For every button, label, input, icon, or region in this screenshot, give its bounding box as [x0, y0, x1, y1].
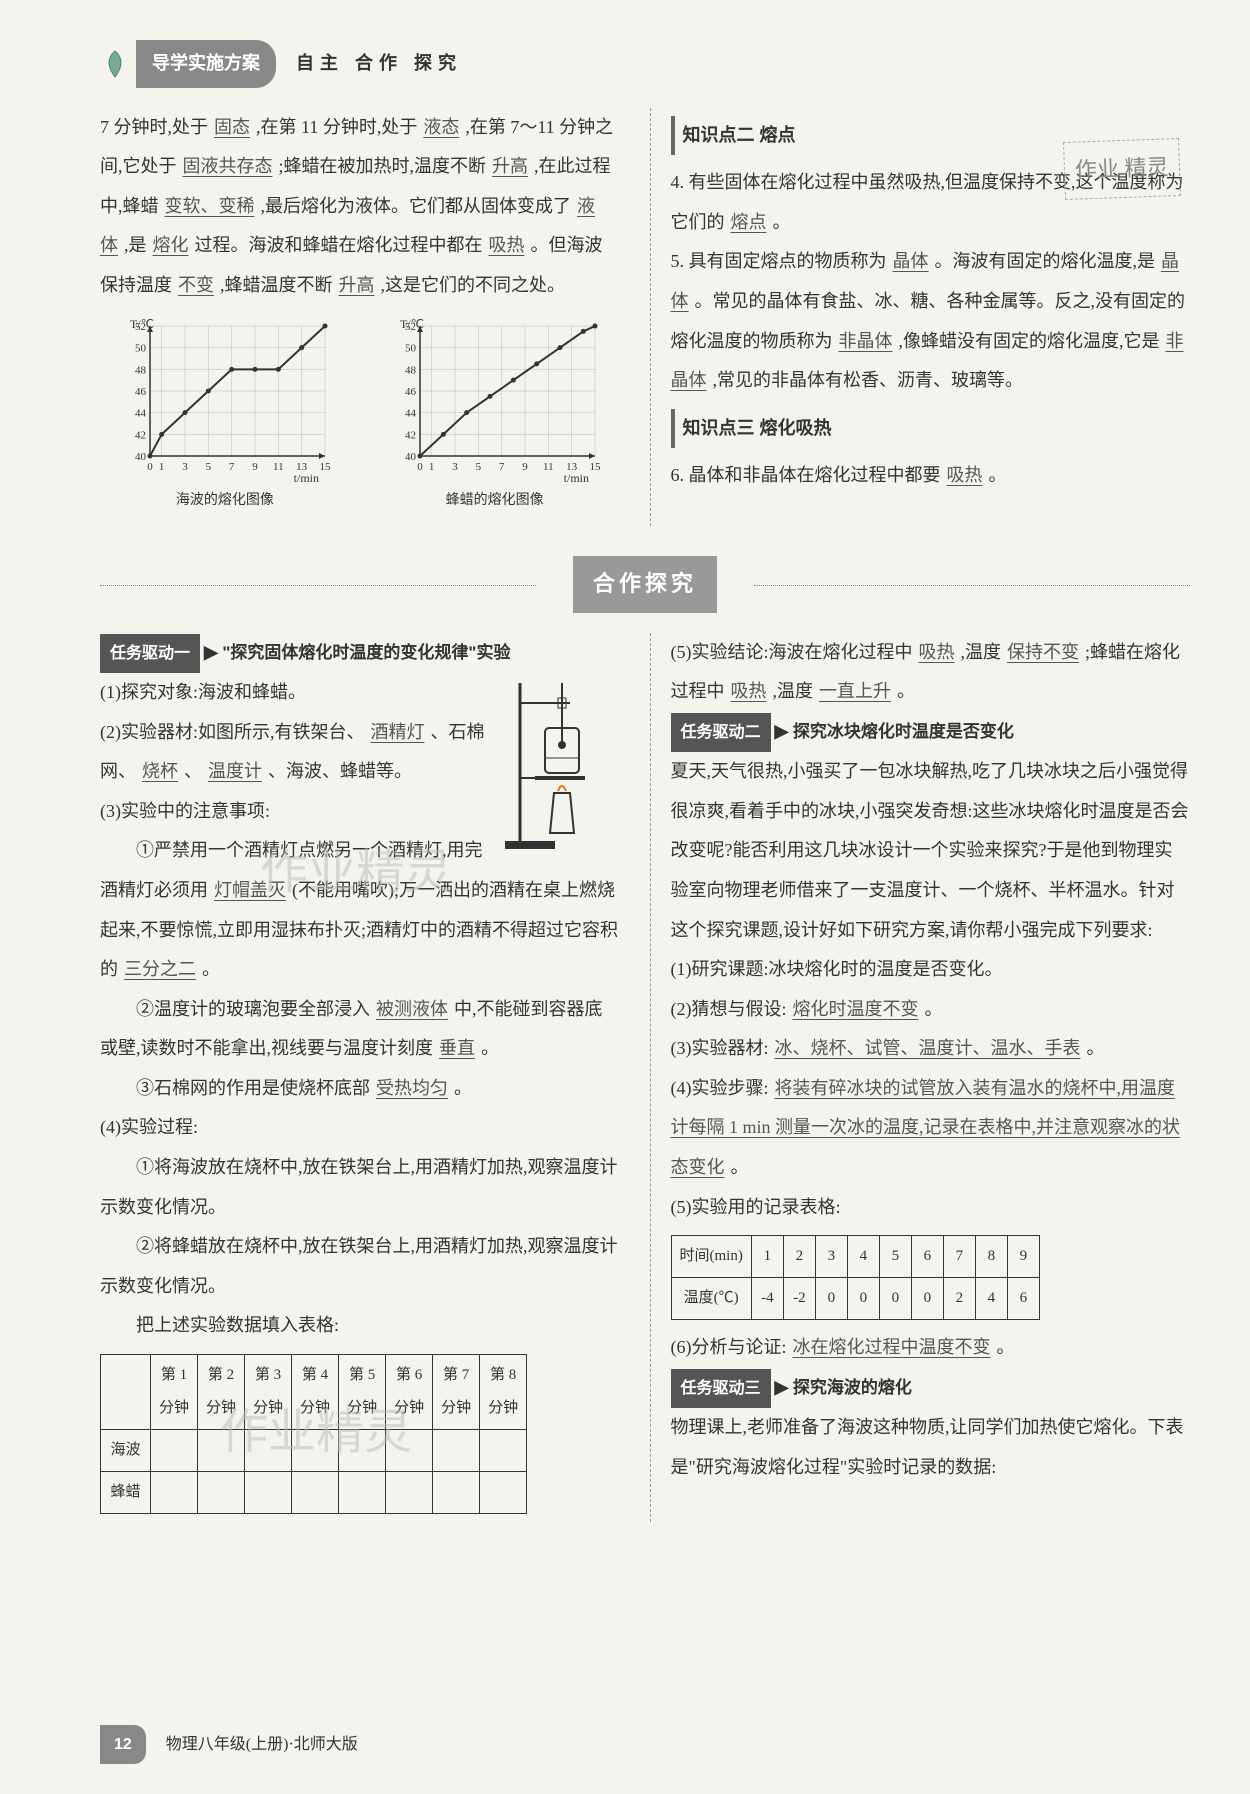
- task2-q5: (5)实验用的记录表格:: [671, 1188, 1191, 1228]
- svg-text:46: 46: [135, 386, 147, 398]
- stamp-watermark: 作业 精灵: [1064, 138, 1181, 200]
- footer-text: 物理八年级(上册)·北师大版: [166, 1727, 358, 1762]
- svg-text:44: 44: [405, 407, 417, 419]
- page-header: 导学实施方案 自主 合作 探究: [100, 40, 1190, 88]
- svg-text:42: 42: [405, 429, 416, 441]
- task2-q2: (2)猜想与假设:熔化时温度不变。: [671, 990, 1191, 1030]
- task2-intro: 夏天,天气很热,小强买了一包冰块解热,吃了几块冰块之后小强觉得很凉爽,看着手中的…: [671, 752, 1191, 950]
- lower-right-col: (5)实验结论:海波在熔化过程中吸热,温度保持不变;蜂蜡在熔化过程中吸热,温度一…: [650, 633, 1191, 1522]
- task3-title: 探究海波的熔化: [793, 1378, 912, 1397]
- svg-text:46: 46: [405, 386, 417, 398]
- banner-label: 合作探究: [573, 556, 717, 612]
- task2-q3: (3)实验器材:冰、烧杯、试管、温度计、温水、手表。: [671, 1029, 1191, 1069]
- q5: 5. 具有固定熔点的物质称为晶体。海波有固定的熔化温度,是晶体。常见的晶体有食盐…: [671, 242, 1191, 400]
- header-badge: 导学实施方案: [136, 40, 276, 88]
- upper-left-col: 7 分钟时,处于固态,在第 11 分钟时,处于液态,在第 7～11 分钟之间,它…: [100, 108, 620, 527]
- lower-columns: 任务驱动一▶ "探究固体熔化时温度的变化规律"实验 (1)探究对象:海波和蜂蜡。…: [100, 633, 1190, 1522]
- task2-q1: (1)研究课题:冰块熔化时的温度是否变化。: [671, 950, 1191, 990]
- task2-q6: (6)分析与论证:冰在熔化过程中温度不变。: [671, 1328, 1191, 1368]
- task1-l3-2: ②温度计的玻璃泡要全部浸入被测液体中,不能碰到容器底或壁,读数时不能拿出,视线要…: [100, 990, 620, 1069]
- fengla-chart: 40424446485052013579111315T/℃t/min 蜂蜡的熔化…: [385, 316, 605, 517]
- svg-text:50: 50: [405, 342, 417, 354]
- task3-header: 任务驱动三▶ 探究海波的熔化: [671, 1368, 1191, 1408]
- svg-text:7: 7: [229, 461, 235, 473]
- svg-text:44: 44: [135, 407, 147, 419]
- svg-text:40: 40: [405, 451, 417, 463]
- task1-header: 任务驱动一▶ "探究固体熔化时温度的变化规律"实验: [100, 633, 620, 673]
- task2-title: 探究冰块熔化时温度是否变化: [793, 722, 1014, 741]
- task1-l4: (4)实验过程:: [100, 1108, 620, 1148]
- svg-text:15: 15: [319, 461, 331, 473]
- svg-text:T/℃: T/℃: [400, 317, 424, 331]
- section-banner: 合作探究: [100, 556, 1190, 612]
- task2-q4: (4)实验步骤:将装有碎冰块的试管放入装有温水的烧杯中,用温度计每隔 1 min…: [671, 1069, 1191, 1188]
- fill-paragraph: 7 分钟时,处于固态,在第 11 分钟时,处于液态,在第 7～11 分钟之间,它…: [100, 108, 620, 306]
- svg-text:9: 9: [522, 461, 528, 473]
- svg-text:9: 9: [252, 461, 258, 473]
- task2-badge: 任务驱动二: [671, 713, 771, 752]
- svg-text:5: 5: [475, 461, 481, 473]
- task1-badge: 任务驱动一: [100, 634, 200, 673]
- svg-text:1: 1: [429, 461, 435, 473]
- svg-text:1: 1: [159, 461, 165, 473]
- table-2: 时间(min)123456789温度(℃)-4-20000246: [671, 1235, 1040, 1320]
- svg-text:48: 48: [405, 364, 417, 376]
- task1-l3-1: ①严禁用一个酒精灯点燃另一个酒精灯,用完酒精灯必须用灯帽盖灭(不能用嘴吹);万一…: [100, 831, 620, 989]
- task1-l4-1: ①将海波放在烧杯中,放在铁架台上,用酒精灯加热,观察温度计示数变化情况。: [100, 1148, 620, 1227]
- knowledge-3-title: 知识点三 熔化吸热: [671, 409, 1191, 449]
- svg-text:48: 48: [135, 364, 147, 376]
- page-footer: 12 物理八年级(上册)·北师大版: [100, 1725, 358, 1764]
- task1-l5: (5)实验结论:海波在熔化过程中吸热,温度保持不变;蜂蜡在熔化过程中吸热,温度一…: [671, 633, 1191, 712]
- task2-header: 任务驱动二▶ 探究冰块熔化时温度是否变化: [671, 712, 1191, 752]
- svg-text:3: 3: [182, 461, 188, 473]
- haibo-caption: 海波的熔化图像: [115, 486, 335, 517]
- task3-badge: 任务驱动三: [671, 1369, 771, 1408]
- svg-text:15: 15: [589, 461, 601, 473]
- svg-text:11: 11: [543, 461, 554, 473]
- svg-text:3: 3: [452, 461, 458, 473]
- svg-text:11: 11: [273, 461, 284, 473]
- svg-text:0: 0: [147, 461, 153, 473]
- svg-text:42: 42: [135, 429, 146, 441]
- svg-text:50: 50: [135, 342, 147, 354]
- page-number: 12: [100, 1725, 146, 1764]
- haibo-chart: 40424446485052013579111315T/℃t/min 海波的熔化…: [115, 316, 335, 517]
- task3-body: 物理课上,老师准备了海波这种物质,让同学们加热使它熔化。下表是"研究海波熔化过程…: [671, 1408, 1191, 1487]
- svg-text:0: 0: [417, 461, 423, 473]
- lower-left-col: 任务驱动一▶ "探究固体熔化时温度的变化规律"实验 (1)探究对象:海波和蜂蜡。…: [100, 633, 620, 1522]
- header-subtitle: 自主 合作 探究: [296, 44, 462, 84]
- upper-columns: 7 分钟时,处于固态,在第 11 分钟时,处于液态,在第 7～11 分钟之间,它…: [100, 108, 1190, 527]
- q6: 6. 晶体和非晶体在熔化过程中都要吸热。: [671, 456, 1191, 496]
- leaf-icon: [100, 49, 130, 79]
- apparatus-figure: [500, 673, 620, 853]
- task1-title: "探究固体熔化时温度的变化规律"实验: [222, 643, 510, 662]
- task1-l4-3: 把上述实验数据填入表格:: [100, 1306, 620, 1346]
- svg-text:t/min: t/min: [294, 471, 319, 485]
- svg-text:t/min: t/min: [563, 471, 588, 485]
- table-1: 第 1 分钟第 2 分钟第 3 分钟第 4 分钟第 5 分钟第 6 分钟第 7 …: [100, 1354, 527, 1514]
- svg-text:5: 5: [205, 461, 211, 473]
- fengla-caption: 蜂蜡的熔化图像: [385, 486, 605, 517]
- charts-row: 40424446485052013579111315T/℃t/min 海波的熔化…: [100, 316, 620, 517]
- svg-text:7: 7: [499, 461, 505, 473]
- svg-text:40: 40: [135, 451, 147, 463]
- task1-l3-3: ③石棉网的作用是使烧杯底部受热均匀。: [100, 1069, 620, 1109]
- svg-text:T/℃: T/℃: [130, 317, 154, 331]
- task1-l4-2: ②将蜂蜡放在烧杯中,放在铁架台上,用酒精灯加热,观察温度计示数变化情况。: [100, 1227, 620, 1306]
